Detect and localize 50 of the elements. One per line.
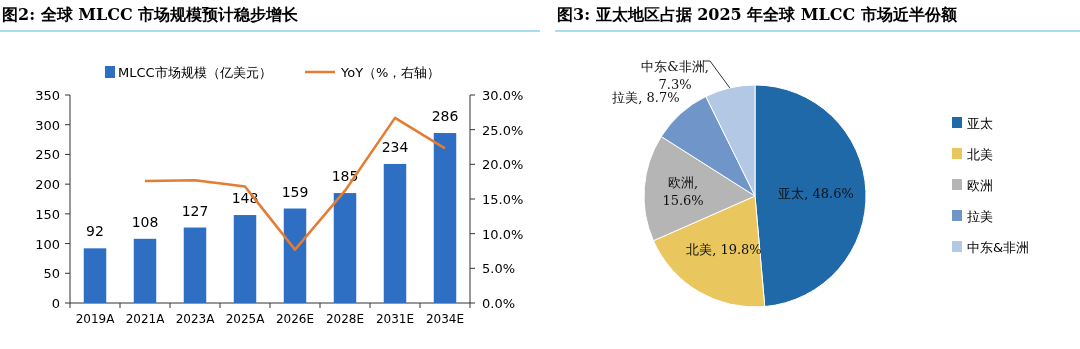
legend-label: YoY（%，右轴） (340, 65, 441, 80)
chart-title: 图3: 亚太地区占据 2025 年全球 MLCC 市场近半份额 (557, 5, 958, 24)
data-label: 108 (131, 213, 159, 230)
y2-tick-label: 30.0% (482, 88, 524, 103)
bar (83, 248, 107, 303)
data-label: 中东&非洲, 7.3% (641, 59, 709, 92)
y-tick-label: 200 (35, 177, 60, 193)
y-tick-label: 350 (35, 88, 60, 103)
x-tick-label: 2021A (125, 312, 166, 326)
legend-label: 拉美 (967, 209, 993, 224)
x-tick-label: 2019A (75, 312, 116, 326)
chart-title: 图2: 全球 MLCC 市场规模预计稳步增长 (2, 5, 300, 24)
data-label: 亚太, 48.6% (778, 186, 854, 202)
data-label: 92 (86, 223, 104, 240)
x-tick-label: 2034E (425, 312, 465, 326)
bar (183, 227, 207, 303)
bar (433, 133, 457, 303)
data-label: 234 (381, 138, 409, 155)
bar (333, 193, 357, 303)
legend-label: 欧洲 (967, 178, 993, 193)
y-tick-label: 0 (51, 296, 60, 311)
data-label: 127 (181, 202, 209, 219)
y-tick-label: 300 (35, 117, 60, 133)
y-tick-label: 50 (43, 266, 60, 282)
legend-label: 亚太 (967, 116, 993, 131)
data-label: 159 (281, 183, 309, 200)
y-tick-label: 250 (35, 147, 60, 163)
y-tick-label: 150 (35, 206, 60, 222)
bar (133, 238, 157, 303)
data-label: 欧洲, 15.6% (662, 174, 704, 208)
bar (283, 208, 307, 303)
x-tick-label: 2026E (275, 312, 315, 326)
y2-tick-label: 0.0% (482, 296, 516, 311)
x-tick-label: 2028E (325, 312, 365, 326)
bar (383, 163, 407, 303)
y2-tick-label: 10.0% (482, 226, 524, 242)
x-tick-label: 2025A (225, 312, 266, 326)
y2-tick-label: 15.0% (482, 192, 524, 207)
legend-label: 北美 (967, 147, 993, 162)
y2-tick-label: 25.0% (482, 122, 524, 138)
legend-label: 中东&非洲 (967, 240, 1030, 255)
legend-label: MLCC市场规模（亿美元） (118, 65, 272, 80)
bar (233, 215, 257, 303)
y-tick-label: 100 (35, 236, 60, 252)
x-tick-label: 2031E (375, 312, 415, 326)
y2-tick-label: 5.0% (482, 261, 516, 277)
y2-tick-label: 20.0% (482, 157, 524, 173)
data-label: 拉美, 8.7% (612, 89, 680, 105)
data-label: 286 (431, 108, 459, 125)
x-tick-label: 2023A (175, 312, 216, 326)
